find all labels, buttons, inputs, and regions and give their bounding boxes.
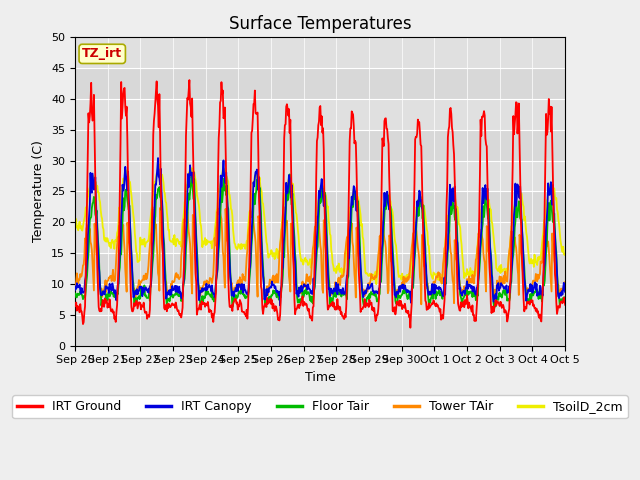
Floor Tair bbox=[381, 212, 388, 218]
Floor Tair bbox=[286, 171, 294, 177]
TsoilD_2cm bbox=[207, 240, 214, 246]
Y-axis label: Temperature (C): Temperature (C) bbox=[33, 141, 45, 242]
TsoilD_2cm bbox=[561, 251, 569, 257]
Floor Tair bbox=[206, 292, 214, 298]
Bar bbox=[75, 37, 565, 68]
IRT Ground bbox=[406, 325, 414, 331]
IRT Ground bbox=[207, 308, 214, 314]
IRT Canopy bbox=[561, 289, 569, 295]
Floor Tair bbox=[561, 297, 569, 302]
Bar bbox=[75, 315, 565, 346]
IRT Canopy bbox=[207, 284, 214, 289]
Text: TZ_irt: TZ_irt bbox=[82, 48, 122, 60]
Tower TAir bbox=[207, 276, 214, 281]
TsoilD_2cm bbox=[80, 219, 88, 225]
Floor Tair bbox=[395, 294, 403, 300]
Bar bbox=[75, 68, 565, 99]
Line: IRT Ground: IRT Ground bbox=[75, 80, 565, 328]
Tower TAir bbox=[380, 231, 388, 237]
Bar bbox=[75, 222, 565, 253]
IRT Ground bbox=[186, 77, 193, 83]
IRT Canopy bbox=[180, 257, 188, 263]
Floor Tair bbox=[180, 279, 188, 285]
IRT Canopy bbox=[395, 287, 403, 292]
IRT Canopy bbox=[71, 288, 79, 293]
Bar bbox=[75, 284, 565, 315]
IRT Ground bbox=[561, 302, 569, 308]
X-axis label: Time: Time bbox=[305, 371, 335, 384]
Floor Tair bbox=[131, 301, 138, 307]
Tower TAir bbox=[151, 204, 159, 210]
Tower TAir bbox=[417, 301, 425, 307]
Title: Surface Temperatures: Surface Temperatures bbox=[228, 15, 412, 33]
Tower TAir bbox=[131, 286, 138, 291]
Tower TAir bbox=[71, 283, 79, 288]
IRT Ground bbox=[180, 264, 188, 270]
Legend: IRT Ground, IRT Canopy, Floor Tair, Tower TAir, TsoilD_2cm: IRT Ground, IRT Canopy, Floor Tair, Towe… bbox=[12, 395, 628, 418]
Bar bbox=[75, 130, 565, 161]
TsoilD_2cm bbox=[381, 203, 388, 209]
Bar bbox=[75, 192, 565, 222]
IRT Canopy bbox=[80, 289, 88, 295]
Floor Tair bbox=[80, 293, 88, 299]
IRT Canopy bbox=[381, 190, 388, 196]
Line: TsoilD_2cm: TsoilD_2cm bbox=[75, 164, 565, 284]
IRT Canopy bbox=[154, 155, 162, 161]
TsoilD_2cm bbox=[180, 199, 188, 205]
TsoilD_2cm bbox=[372, 281, 380, 287]
TsoilD_2cm bbox=[395, 274, 403, 280]
IRT Ground bbox=[380, 143, 388, 149]
Tower TAir bbox=[561, 281, 569, 287]
IRT Ground bbox=[131, 300, 138, 306]
Tower TAir bbox=[180, 219, 188, 225]
Line: Tower TAir: Tower TAir bbox=[75, 207, 565, 304]
IRT Ground bbox=[71, 300, 79, 306]
IRT Canopy bbox=[276, 302, 284, 308]
Floor Tair bbox=[228, 304, 236, 310]
Tower TAir bbox=[394, 293, 402, 299]
Bar bbox=[75, 99, 565, 130]
IRT Ground bbox=[394, 301, 402, 307]
Tower TAir bbox=[80, 262, 88, 268]
TsoilD_2cm bbox=[131, 218, 138, 224]
Bar bbox=[75, 161, 565, 192]
TsoilD_2cm bbox=[155, 161, 163, 167]
Line: IRT Canopy: IRT Canopy bbox=[75, 158, 565, 305]
TsoilD_2cm bbox=[71, 222, 79, 228]
IRT Ground bbox=[80, 319, 88, 325]
IRT Canopy bbox=[131, 293, 138, 299]
Line: Floor Tair: Floor Tair bbox=[75, 174, 565, 307]
Bar bbox=[75, 253, 565, 284]
Floor Tair bbox=[71, 291, 79, 297]
